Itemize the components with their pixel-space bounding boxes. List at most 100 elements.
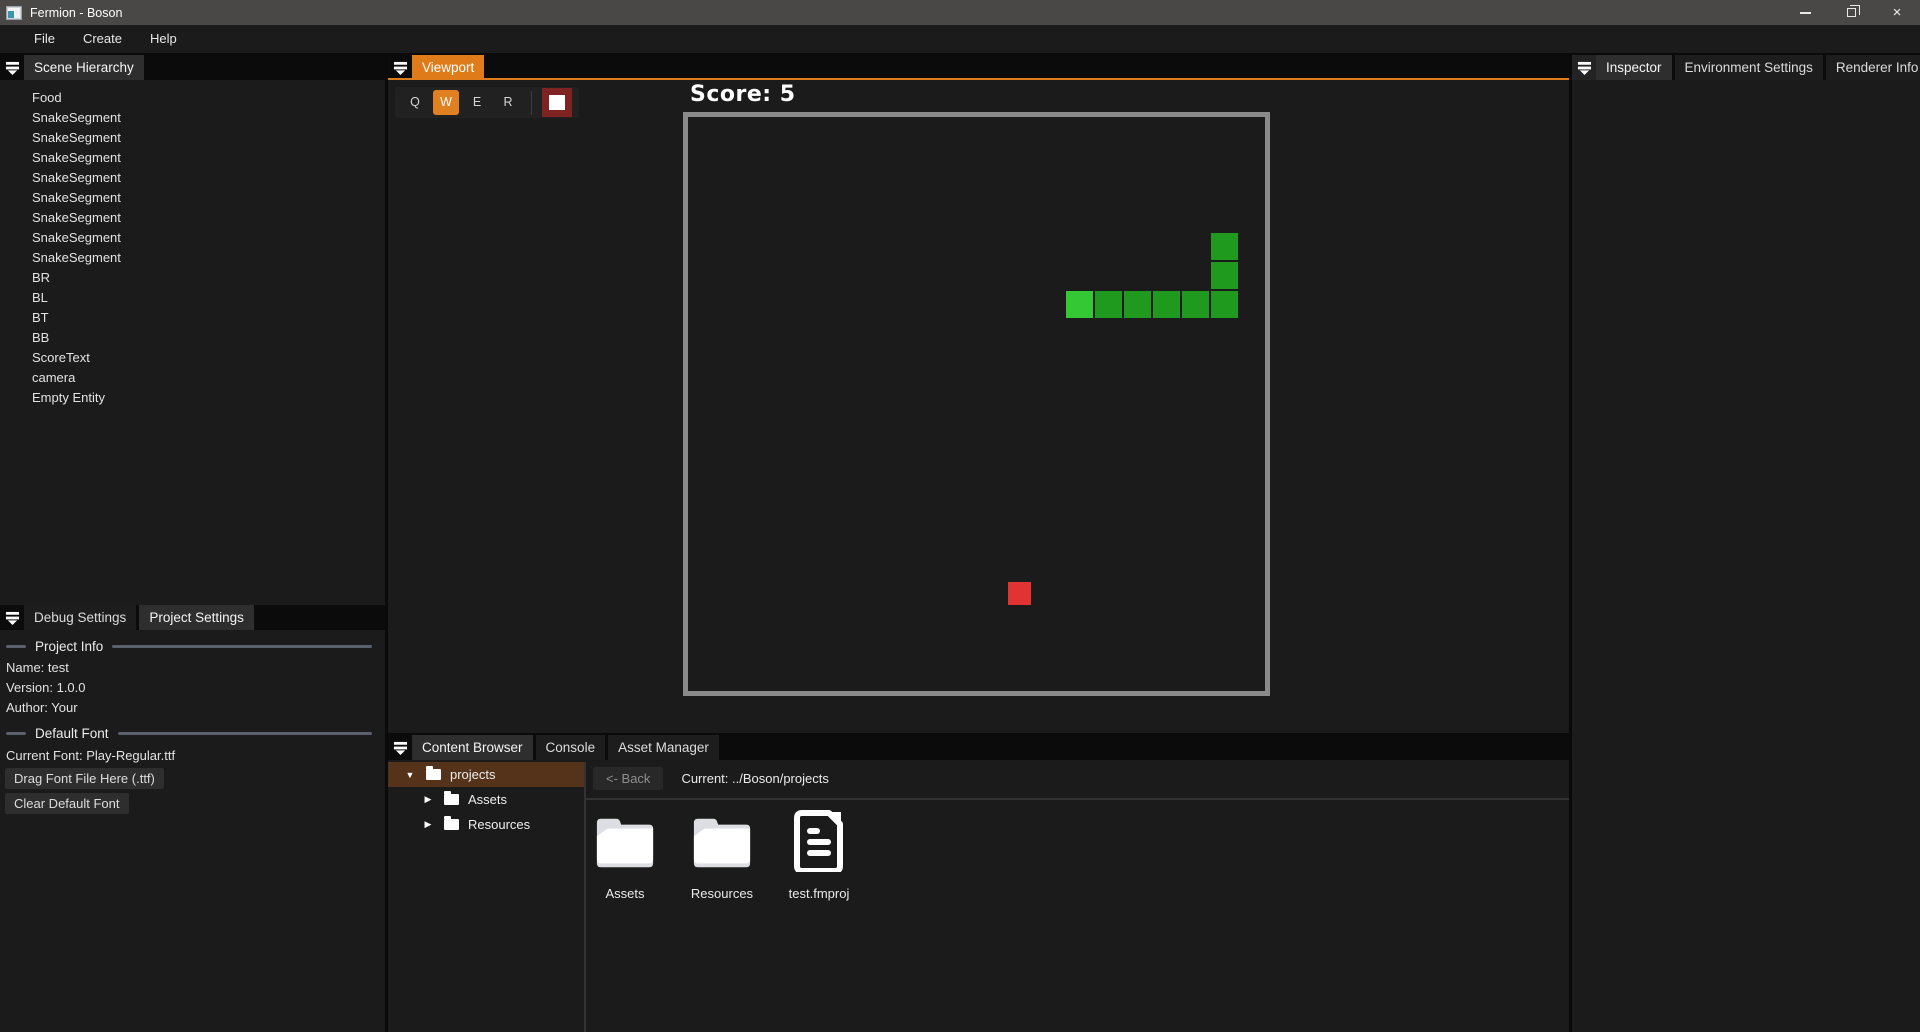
tree-item-projects[interactable]: ▼ projects: [388, 762, 584, 787]
tool-w-button[interactable]: W: [433, 90, 459, 115]
restore-button[interactable]: [1828, 0, 1874, 25]
toolbar-separator: [531, 90, 532, 115]
menu-help[interactable]: Help: [149, 31, 177, 46]
inspector-panel: [1572, 55, 1920, 1032]
snake-body-cell: [1211, 262, 1238, 289]
chevron-right-icon[interactable]: ▶: [424, 819, 432, 829]
tab-debug-settings[interactable]: Debug Settings: [24, 605, 137, 630]
project-version-label: Version: 1.0.0: [6, 680, 86, 695]
file-label: test.fmproj: [788, 886, 850, 901]
hierarchy-item[interactable]: SnakeSegment: [32, 150, 121, 165]
minimize-button[interactable]: [1782, 0, 1828, 25]
hierarchy-item[interactable]: ScoreText: [32, 350, 90, 365]
section-project-info: Project Info: [0, 639, 378, 654]
file-label: Assets: [605, 886, 645, 901]
viewport-toolbar: Q W E R: [395, 87, 579, 118]
tab-asset-manager[interactable]: Asset Manager: [608, 735, 719, 760]
chevron-right-icon[interactable]: ▶: [424, 794, 432, 804]
menu-bar: File Create Help: [0, 25, 1920, 53]
snake-body-cell: [1182, 291, 1209, 318]
content-browser-tabbar: Content Browser Console Asset Manager: [388, 735, 1569, 760]
scene-hierarchy-tabbar: Scene Hierarchy: [0, 55, 385, 80]
clear-font-button[interactable]: Clear Default Font: [5, 793, 129, 814]
hierarchy-item[interactable]: Empty Entity: [32, 390, 105, 405]
title-bar: Fermion - Boson ×: [0, 0, 1920, 25]
hierarchy-item[interactable]: SnakeSegment: [32, 210, 121, 225]
filter-icon[interactable]: [388, 735, 412, 760]
minimize-icon: [1799, 11, 1811, 14]
snake-body-cell: [1211, 291, 1238, 318]
close-button[interactable]: ×: [1874, 0, 1920, 25]
window-controls: ×: [1782, 0, 1920, 25]
snake-body-cell: [1095, 291, 1122, 318]
scene-hierarchy-list: Food SnakeSegment SnakeSegment SnakeSegment…: [0, 88, 385, 408]
file-label: Resources: [690, 886, 754, 901]
file-item-assets[interactable]: Assets: [585, 810, 665, 901]
folder-icon: [444, 816, 459, 830]
tool-q-button[interactable]: Q: [410, 95, 420, 109]
tab-inspector[interactable]: Inspector: [1596, 55, 1672, 80]
folder-icon: [594, 810, 656, 872]
tool-r-button[interactable]: R: [503, 95, 513, 109]
hierarchy-item[interactable]: SnakeSegment: [32, 250, 121, 265]
white-swatch-red-border-button[interactable]: [542, 88, 572, 117]
hierarchy-item[interactable]: camera: [32, 370, 76, 385]
filter-icon[interactable]: [1572, 55, 1596, 80]
tree-item-label: Resources: [468, 817, 531, 832]
browser-nav-row: <- Back Current: ../Boson/projects: [593, 767, 829, 790]
tool-e-button[interactable]: E: [472, 95, 482, 109]
app-window-icon: [6, 5, 22, 20]
restore-icon: [1846, 5, 1860, 17]
tab-content-browser[interactable]: Content Browser: [412, 735, 533, 760]
hierarchy-item[interactable]: SnakeSegment: [32, 170, 121, 185]
hierarchy-item[interactable]: Food: [32, 90, 62, 105]
filter-icon[interactable]: [0, 605, 24, 630]
tab-viewport[interactable]: Viewport: [412, 55, 485, 80]
tree-item-assets[interactable]: ▶ Assets: [388, 787, 584, 812]
tab-scene-hierarchy[interactable]: Scene Hierarchy: [24, 55, 144, 80]
folder-icon: [444, 791, 459, 805]
tree-item-resources[interactable]: ▶ Resources: [388, 812, 584, 837]
document-icon: [794, 810, 844, 872]
window-title: Fermion - Boson: [30, 5, 123, 20]
hierarchy-item[interactable]: BR: [32, 270, 51, 285]
viewport-tabbar: Viewport: [388, 55, 1569, 80]
filter-icon[interactable]: [0, 55, 24, 80]
snake-body-cell: [1153, 291, 1180, 318]
hierarchy-item[interactable]: SnakeSegment: [32, 110, 121, 125]
menu-create[interactable]: Create: [82, 31, 122, 46]
hierarchy-item[interactable]: BL: [32, 290, 48, 305]
tree-item-label: projects: [450, 767, 496, 782]
hierarchy-item[interactable]: BB: [32, 330, 50, 345]
tab-renderer-info[interactable]: Renderer Info: [1825, 55, 1920, 80]
filter-icon[interactable]: [388, 55, 412, 80]
tree-item-label: Assets: [468, 792, 508, 807]
folder-icon: [426, 766, 441, 780]
drag-font-button[interactable]: Drag Font File Here (.ttf): [5, 768, 164, 789]
tab-console[interactable]: Console: [535, 735, 606, 760]
hierarchy-item[interactable]: BT: [32, 310, 49, 325]
hierarchy-item[interactable]: SnakeSegment: [32, 230, 121, 245]
hierarchy-item[interactable]: SnakeSegment: [32, 130, 121, 145]
folder-icon: [691, 810, 753, 872]
back-button[interactable]: <- Back: [593, 767, 664, 790]
current-path-label: Current: ../Boson/projects: [681, 771, 829, 786]
food-cell: [1008, 582, 1031, 605]
settings-tabbar: Debug Settings Project Settings: [0, 605, 385, 630]
close-icon: ×: [1892, 4, 1902, 21]
menu-file[interactable]: File: [34, 31, 55, 46]
file-item-resources[interactable]: Resources: [682, 810, 762, 901]
tab-project-settings[interactable]: Project Settings: [139, 605, 254, 630]
folder-tree: ▼ projects ▶ Assets ▶ Resources: [388, 762, 584, 1032]
project-name-label: Name: test: [6, 660, 69, 675]
tab-environment-settings[interactable]: Environment Settings: [1674, 55, 1823, 80]
chevron-down-icon[interactable]: ▼: [405, 769, 415, 780]
file-item-test-fmproj[interactable]: test.fmproj: [779, 810, 859, 901]
left-panel: [0, 55, 385, 1032]
hierarchy-item[interactable]: SnakeSegment: [32, 190, 121, 205]
snake-body-cell: [1124, 291, 1151, 318]
game-border: [683, 112, 1270, 696]
inspector-tabbar: Inspector Environment Settings Renderer …: [1572, 55, 1920, 80]
tree-divider: [584, 762, 586, 1032]
browser-divider: [586, 798, 1569, 800]
